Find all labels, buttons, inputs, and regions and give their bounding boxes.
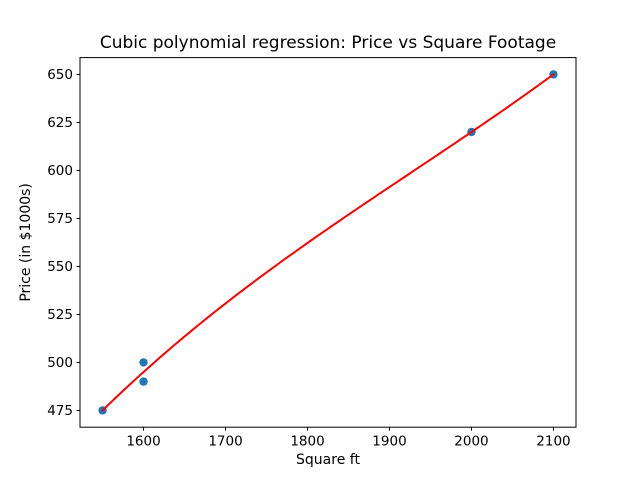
y-tick-label: 600 — [47, 163, 73, 179]
x-tick-label: 2100 — [536, 434, 570, 450]
y-tick-label: 525 — [47, 307, 73, 323]
y-tick-label: 500 — [47, 355, 73, 371]
x-tick-label: 1800 — [290, 434, 324, 450]
plot-area — [80, 57, 576, 428]
plot-frame — [79, 57, 577, 428]
y-axis-label: Price (in $1000s) — [18, 183, 34, 302]
y-tick-label: 475 — [47, 403, 73, 419]
scatter-point — [139, 358, 148, 367]
y-tick-label: 650 — [47, 67, 73, 83]
x-tick-label: 1600 — [126, 434, 160, 450]
y-tick-label: 625 — [47, 115, 73, 131]
x-axis-label: Square ft — [296, 452, 360, 468]
x-tick-label: 2000 — [454, 434, 488, 450]
scatter-point — [139, 377, 148, 386]
y-tick-label: 550 — [47, 259, 73, 275]
regression-curve — [101, 73, 555, 412]
x-tick-label: 1700 — [208, 434, 242, 450]
y-tick-label: 575 — [47, 211, 73, 227]
x-tick-label: 1900 — [372, 434, 406, 450]
chart-title: Cubic polynomial regression: Price vs Sq… — [100, 33, 556, 53]
